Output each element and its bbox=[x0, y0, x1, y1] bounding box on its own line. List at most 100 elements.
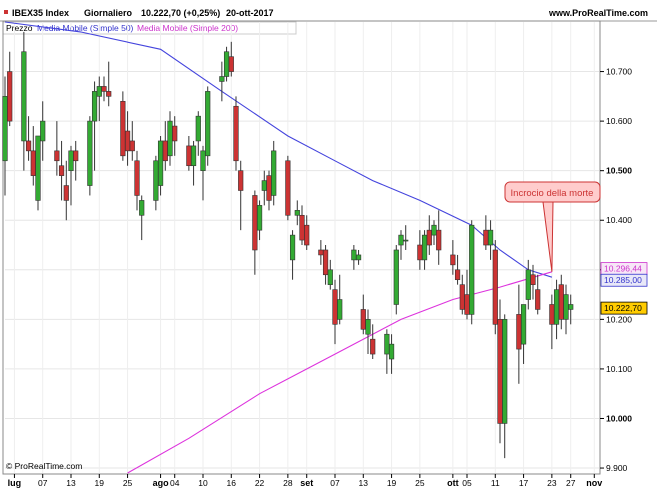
candle-body bbox=[337, 299, 343, 320]
x-tick-label: 25 bbox=[123, 478, 133, 488]
legend-sma200: Media Mobile (Simple 200) bbox=[137, 23, 238, 33]
y-tick-label: 9.900 bbox=[606, 463, 628, 473]
candle-body bbox=[388, 343, 395, 360]
x-tick-label: 25 bbox=[415, 478, 425, 488]
candle-body bbox=[252, 195, 258, 251]
candle-body bbox=[167, 120, 173, 157]
x-tick-label: 11 bbox=[491, 478, 500, 488]
candle-body bbox=[35, 135, 41, 201]
candle-body bbox=[228, 56, 234, 72]
candle-body bbox=[450, 254, 456, 266]
y-tick-label: 10.500 bbox=[606, 166, 632, 176]
legend-sma50: Media Mobile (Simple 50) bbox=[37, 23, 134, 33]
date-label: 20-ott-2017 bbox=[226, 8, 274, 18]
candle-body bbox=[139, 200, 145, 216]
candle-body bbox=[219, 76, 225, 82]
candlesticks bbox=[2, 31, 574, 459]
candle-body bbox=[535, 289, 541, 310]
candle-body bbox=[2, 96, 8, 162]
candle-body bbox=[157, 140, 164, 186]
site-name: www.ProRealTime.com bbox=[548, 8, 648, 18]
x-tick-label: 13 bbox=[359, 478, 369, 488]
candle-body bbox=[266, 175, 272, 201]
candle-body bbox=[205, 91, 211, 157]
candle-body bbox=[233, 105, 239, 162]
candle-body bbox=[497, 319, 503, 424]
candle-body bbox=[426, 229, 432, 246]
candle-body bbox=[492, 249, 498, 325]
candle-body bbox=[195, 115, 201, 142]
candle-body bbox=[563, 294, 569, 320]
candle-body bbox=[238, 170, 244, 191]
candle-body bbox=[502, 319, 508, 424]
candle-body bbox=[261, 180, 267, 191]
annotation-box bbox=[504, 181, 601, 203]
candle-body bbox=[124, 130, 131, 152]
x-tick-label: 22 bbox=[255, 478, 265, 488]
candle-body bbox=[106, 91, 112, 97]
candle-body bbox=[271, 150, 277, 196]
header-marker bbox=[4, 10, 8, 14]
candle-body bbox=[469, 224, 475, 315]
candle-body bbox=[516, 314, 522, 350]
x-tick-label: 13 bbox=[66, 478, 76, 488]
candle-body bbox=[454, 269, 461, 281]
candle-body bbox=[134, 160, 140, 196]
candle-body bbox=[459, 284, 465, 310]
x-axis: lug 07 13 19 25 ago 04 10 16 22 28 set 07 13 19 25 ott 05… bbox=[8, 474, 602, 488]
candle-body bbox=[285, 160, 291, 216]
candle-body bbox=[186, 145, 192, 167]
x-tick-label: 27 bbox=[566, 478, 576, 488]
candle-body bbox=[322, 249, 329, 276]
candle-body bbox=[200, 150, 206, 171]
candle-body bbox=[21, 51, 27, 142]
period-label: Giornaliero bbox=[84, 8, 133, 18]
candle-body bbox=[355, 254, 362, 261]
header-bar: IBEX35 Index Giornaliero 10.222,70 (+0,2… bbox=[4, 8, 648, 18]
candle-body bbox=[530, 274, 536, 285]
x-tick-label: 07 bbox=[330, 478, 340, 488]
annotation-text: Incrocio della morte bbox=[511, 188, 594, 199]
candle-body bbox=[520, 304, 527, 345]
x-tick-label: 10 bbox=[198, 478, 208, 488]
candle-body bbox=[7, 71, 13, 122]
candle-body bbox=[332, 289, 338, 325]
candle-body bbox=[360, 309, 366, 330]
x-tick-label: 23 bbox=[547, 478, 557, 488]
last-price: 10.222,70 (+0,25%) bbox=[141, 8, 220, 18]
x-tick-label: 19 bbox=[95, 478, 105, 488]
x-tick-label: ago bbox=[153, 478, 170, 488]
candle-body bbox=[120, 100, 126, 157]
y-tick-label: 10.600 bbox=[606, 116, 632, 126]
x-tick-label: nov bbox=[586, 478, 602, 488]
price-label-text: 10.285,00 bbox=[604, 275, 642, 285]
y-tick-label: 10.100 bbox=[606, 364, 632, 374]
candle-body bbox=[403, 239, 409, 242]
y-tick-label: 10.400 bbox=[606, 215, 632, 225]
candle-body bbox=[58, 165, 65, 176]
candle-body bbox=[436, 229, 442, 251]
candle-body bbox=[558, 284, 564, 320]
candle-body bbox=[91, 91, 98, 122]
candle-body bbox=[30, 150, 36, 176]
x-tick-label: 17 bbox=[519, 478, 529, 488]
candle-body bbox=[487, 229, 494, 246]
candle-body bbox=[40, 120, 46, 142]
candle-body bbox=[525, 269, 531, 300]
candle-body bbox=[162, 140, 168, 162]
candle-body bbox=[549, 304, 555, 325]
candle-body bbox=[299, 214, 305, 241]
candle-body bbox=[370, 338, 376, 355]
candle-body bbox=[365, 319, 371, 335]
candle-body bbox=[96, 86, 102, 97]
candle-body bbox=[304, 224, 310, 246]
candle-body bbox=[129, 140, 135, 152]
candle-body bbox=[289, 234, 296, 261]
x-tick-label: 28 bbox=[283, 478, 293, 488]
x-tick-label: 04 bbox=[170, 478, 180, 488]
x-tick-label: 16 bbox=[227, 478, 237, 488]
candle-body bbox=[483, 229, 489, 246]
